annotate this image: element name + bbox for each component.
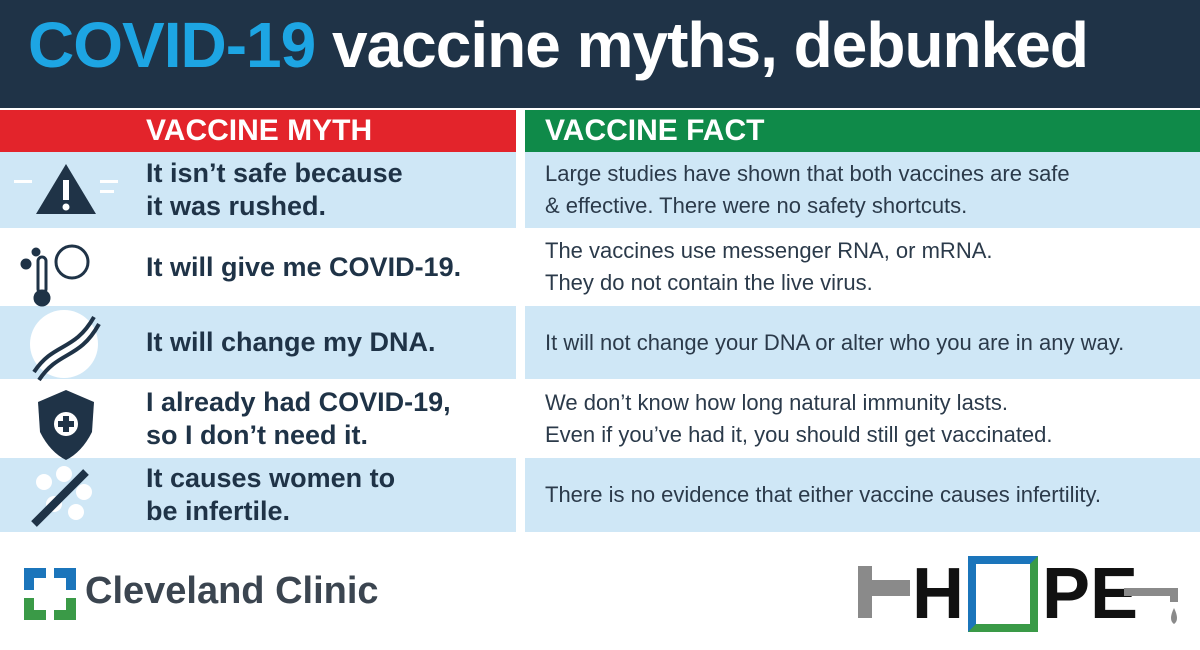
fact-text: Large studies have shown that both vacci…: [545, 161, 1070, 186]
header: COVID-19 vaccine myths, debunked: [0, 0, 1200, 108]
icons: [14, 164, 118, 527]
fact-cell: We don’t know how long natural immunity …: [525, 382, 1200, 455]
title: COVID-19 vaccine myths, debunked: [28, 8, 1089, 82]
myth-text: It isn’t safe because: [146, 158, 403, 188]
sick-icon: [20, 244, 90, 307]
hope-faucet: [1124, 588, 1178, 624]
myth-text: it was rushed.: [146, 191, 327, 221]
dna-icon: [30, 310, 101, 382]
hope-letter: H: [912, 554, 964, 634]
cleveland-clinic-icon: [24, 568, 76, 620]
fact-text: & effective. There were no safety shortc…: [545, 193, 968, 218]
myth-text: It will give me COVID-19.: [146, 251, 462, 282]
myth-text: It causes women to: [146, 463, 396, 493]
warning-icon: [14, 164, 118, 214]
fact-text: Even if you’ve had it, you should still …: [545, 421, 1053, 447]
syringe-icon: [31, 466, 92, 527]
myth-cell: It will give me COVID-19.: [0, 231, 516, 303]
title-highlight: COVID-19: [28, 9, 316, 81]
myth-text: so I don’t need it.: [146, 419, 368, 450]
hope-logo: H O P E: [912, 556, 1138, 632]
fact-text: They do not contain the live virus.: [545, 270, 873, 295]
fact-cell: It will not change your DNA or alter who…: [525, 306, 1200, 379]
hope-o-icon: O: [968, 556, 1038, 632]
myth-text: I already had COVID-19,: [146, 386, 451, 417]
myth-text: It will change my DNA.: [146, 327, 436, 357]
shield-icon: [38, 390, 94, 460]
fact-text: We don’t know how long natural immunity …: [545, 389, 1009, 415]
myth-text: be infertile.: [146, 496, 291, 526]
title-rest: vaccine myths, debunked: [331, 9, 1089, 81]
fact-cell: Large studies have shown that both vacci…: [525, 152, 1200, 228]
hope-letter: P: [1042, 554, 1091, 634]
fact-header: VACCINE FACT: [525, 110, 1200, 152]
cleveland-clinic-logo: Cleveland Clinic: [85, 570, 379, 612]
fact-cell: There is no evidence that either vaccine…: [525, 458, 1200, 532]
fact-text: It will not change your DNA or alter who…: [545, 329, 1125, 355]
hope-pipe: [858, 566, 910, 618]
fact-cell: The vaccines use messenger RNA, or mRNA.…: [525, 231, 1200, 303]
myth-cell: I already had COVID-19, so I don’t need i…: [0, 382, 516, 455]
fact-text: There is no evidence that either vaccine…: [545, 482, 1101, 507]
myth-cell: It isn’t safe because it was rushed.: [0, 152, 516, 228]
fact-text: The vaccines use messenger RNA, or mRNA.: [545, 238, 993, 263]
myth-header: VACCINE MYTH: [0, 110, 516, 152]
